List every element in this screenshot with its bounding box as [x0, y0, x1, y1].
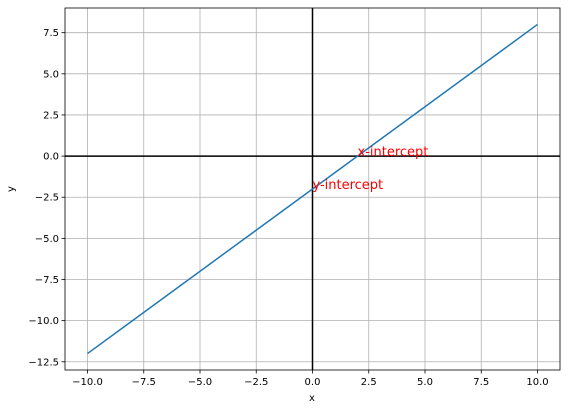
y-tick-label: −7.5 [35, 275, 59, 286]
x-tick-label: 10.0 [526, 377, 548, 388]
x-tick-label: −7.5 [132, 377, 156, 388]
y-axis-ticks: 7.5 5.0 2.5 0.0 −2.5 −5.0 −7.5 −10.0 −12.5 [28, 28, 65, 368]
x-tick-label: −5.0 [188, 377, 212, 388]
x-tick-label: 5.0 [417, 377, 433, 388]
y-tick-label: −12.5 [28, 357, 59, 368]
y-tick-label: 0.0 [43, 152, 59, 163]
x-tick-label: −10.0 [72, 377, 103, 388]
x-axis-label: x [309, 393, 315, 404]
series-line [87, 23, 538, 355]
annotation-label: y-intercept [313, 178, 384, 193]
y-axis-label: y [6, 186, 17, 192]
x-axis-ticks: −10.0 −7.5 −5.0 −2.5 0.0 2.5 5.0 7.5 10.0 [72, 370, 549, 388]
y-tick-label: −2.5 [35, 193, 59, 204]
series-layer [87, 23, 538, 355]
annotations: x-intercept y-intercept [313, 145, 429, 193]
y-tick-label: −5.0 [35, 234, 59, 245]
y-tick-label: 2.5 [43, 110, 59, 121]
x-tick-label: −2.5 [244, 377, 268, 388]
x-tick-label: 2.5 [361, 377, 377, 388]
y-tick-label: 5.0 [43, 69, 59, 80]
annotation-label: x-intercept [358, 145, 429, 160]
x-tick-label: 7.5 [473, 377, 489, 388]
y-tick-label: 7.5 [43, 28, 59, 39]
y-tick-label: −10.0 [28, 316, 59, 327]
x-tick-label: 0.0 [305, 377, 321, 388]
